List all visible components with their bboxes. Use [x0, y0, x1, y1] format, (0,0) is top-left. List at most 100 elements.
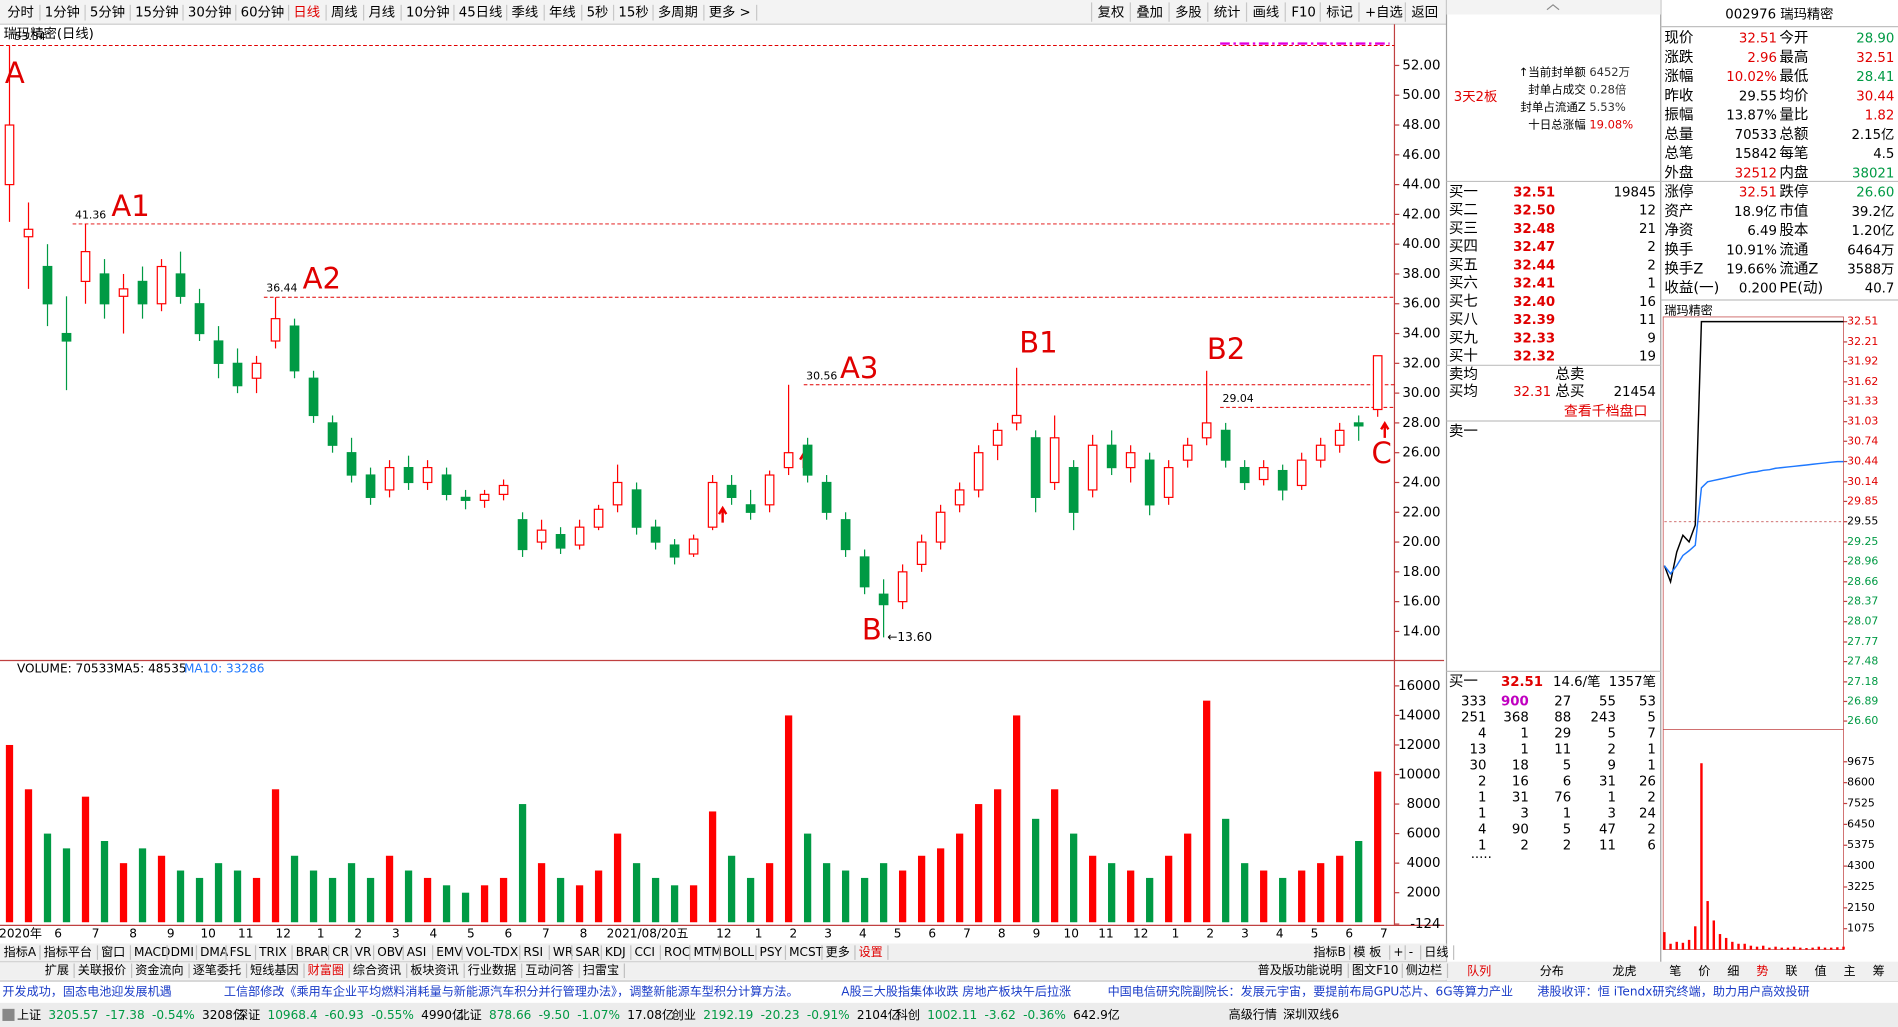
tab[interactable]: CCI	[634, 945, 654, 959]
period-tab[interactable]: 年线	[549, 5, 576, 21]
toolbar-button[interactable]: 多股	[1175, 4, 1202, 21]
tab[interactable]: 扩展	[45, 963, 69, 977]
tab[interactable]: WR	[553, 945, 574, 959]
tab[interactable]: EMV	[436, 945, 463, 959]
tab[interactable]: MACD	[134, 945, 170, 959]
panel-tab[interactable]: 分布	[1540, 964, 1564, 978]
status-link[interactable]: 深圳双线6	[1283, 1007, 1339, 1021]
panel-tab[interactable]: 笔	[1669, 963, 1681, 978]
depth-link[interactable]: 查看千档盘口	[1564, 402, 1647, 419]
tab[interactable]: 短线基因	[250, 963, 298, 977]
volume-bar	[423, 877, 432, 923]
period-tab[interactable]: 30分钟	[188, 4, 232, 21]
tab[interactable]: 普及版功能说明	[1258, 962, 1343, 977]
candle-body	[650, 526, 661, 543]
tab[interactable]: CR	[332, 945, 349, 959]
tab[interactable]: MTM	[694, 945, 722, 959]
period-tab[interactable]: 5秒	[587, 5, 609, 21]
toolbar-button[interactable]: 标记	[1326, 5, 1353, 21]
tab[interactable]: OBV	[377, 945, 403, 959]
tab[interactable]: 模 板	[1353, 945, 1381, 959]
panel-tab[interactable]: 价	[1698, 964, 1710, 978]
period-tab[interactable]: 更多 >	[709, 4, 751, 21]
tab[interactable]: ROC	[664, 945, 690, 959]
tab[interactable]: 行业数据	[468, 962, 516, 977]
tab[interactable]: 更多	[826, 945, 850, 959]
tab[interactable]: 板块资讯	[410, 963, 458, 977]
tab[interactable]: FSL	[230, 945, 251, 959]
tab[interactable]: 窗口	[101, 945, 125, 959]
status-icon	[2, 1008, 15, 1021]
collapse-icon[interactable]	[1546, 4, 1560, 11]
tab[interactable]: 侧边栏	[1406, 962, 1442, 977]
news-item[interactable]: 中国电信研究院副院长：发展元宇宙，要提前布局GPU芯片、6G等算力产业	[1108, 983, 1514, 998]
toolbar-button[interactable]: 画线	[1253, 5, 1280, 21]
tab[interactable]: 指标B	[1313, 944, 1345, 959]
tab[interactable]: 图文F10	[1352, 962, 1399, 977]
tab[interactable]: DMA	[200, 945, 229, 959]
period-tab[interactable]: 15秒	[618, 5, 648, 21]
tab[interactable]: 综合资讯	[353, 962, 401, 977]
toolbar-button[interactable]: +自选	[1365, 5, 1403, 21]
period-tab[interactable]: 1分钟	[45, 4, 80, 21]
tab[interactable]: -	[1409, 945, 1413, 959]
tab[interactable]: RSI	[523, 945, 543, 959]
tab[interactable]: 扫雷宝	[583, 963, 619, 977]
toolbar-button[interactable]: 复权	[1098, 4, 1125, 21]
tab[interactable]: 逐笔委托	[193, 962, 241, 977]
panel-tab[interactable]: 联	[1785, 964, 1797, 978]
panel-tab[interactable]: 队列	[1467, 963, 1491, 978]
period-tab[interactable]: 多周期	[658, 4, 698, 21]
news-item[interactable]: 港股收评：恒 iTendx研究终端，助力用户高效投研	[1537, 983, 1809, 998]
tab[interactable]: TRIX	[258, 945, 287, 959]
tab[interactable]: PSY	[760, 945, 783, 959]
tab[interactable]: BOLL	[723, 945, 754, 959]
panel-tab[interactable]: 细	[1727, 964, 1739, 978]
tab[interactable]: 关联报价	[78, 962, 126, 977]
toolbar-button[interactable]: 返回	[1411, 5, 1438, 21]
tab[interactable]: 财富圈	[308, 962, 344, 977]
tab[interactable]: VOL-TDX	[466, 945, 518, 959]
tab[interactable]: 指标A	[4, 944, 37, 959]
period-tab[interactable]: 周线	[331, 5, 358, 21]
tab[interactable]: KDJ	[605, 945, 626, 959]
tab[interactable]: MCST	[789, 945, 824, 959]
minute-volume-bar	[1724, 937, 1728, 950]
panel-tab[interactable]: 值	[1814, 963, 1826, 978]
panel-tab[interactable]: 主	[1844, 964, 1856, 978]
panel-tab[interactable]: 势	[1756, 964, 1768, 978]
tab[interactable]: DMI	[171, 945, 194, 959]
period-tab[interactable]: 分时	[7, 5, 34, 21]
tab[interactable]: 指标平台	[44, 944, 92, 959]
tab[interactable]: SAR	[575, 945, 600, 959]
tab[interactable]: 日线	[1424, 945, 1448, 959]
status-link[interactable]: 高级行情	[1229, 1006, 1277, 1021]
tab[interactable]: +	[1393, 945, 1403, 959]
period-tab[interactable]: 季线	[512, 5, 539, 21]
tab[interactable]: 设置	[859, 945, 883, 959]
index-name: 科创	[896, 1007, 920, 1021]
queue-cell: 1	[1478, 838, 1486, 853]
tab[interactable]: VR	[355, 945, 372, 959]
book-label: 总买	[1555, 383, 1584, 400]
panel-tab[interactable]: 龙虎	[1612, 964, 1636, 978]
panel-tab[interactable]: 筹	[1873, 964, 1885, 978]
period-tab[interactable]: 60分钟	[241, 4, 285, 21]
tab[interactable]: 资金流向	[135, 962, 183, 977]
period-tab[interactable]: 日线	[293, 5, 320, 21]
toolbar-button[interactable]: 统计	[1214, 5, 1241, 21]
news-item[interactable]: 工信部修改《乘用车企业平均燃料消耗量与新能源汽车积分并行管理办法》，调整新能源车…	[224, 983, 799, 998]
period-tab[interactable]: 5分钟	[90, 4, 125, 21]
tab[interactable]: 互动问答	[525, 962, 573, 977]
period-tab[interactable]: 15分钟	[135, 4, 179, 21]
period-tab[interactable]: 10分钟	[406, 4, 450, 21]
news-item[interactable]: 开发成功，固态电池迎发展机遇	[2, 983, 171, 998]
tab[interactable]: BRAR	[296, 945, 329, 959]
tab[interactable]: ASI	[407, 945, 427, 959]
period-tab[interactable]: 月线	[368, 5, 395, 21]
toolbar-button[interactable]: 叠加	[1136, 5, 1163, 21]
period-tab[interactable]: 45日线	[459, 5, 503, 21]
news-item[interactable]: A股三大股指集体收跌 房地产板块午后拉涨	[841, 983, 1071, 998]
toolbar-button[interactable]: F10	[1291, 6, 1316, 21]
y-tick-label: 2000	[1407, 886, 1441, 901]
